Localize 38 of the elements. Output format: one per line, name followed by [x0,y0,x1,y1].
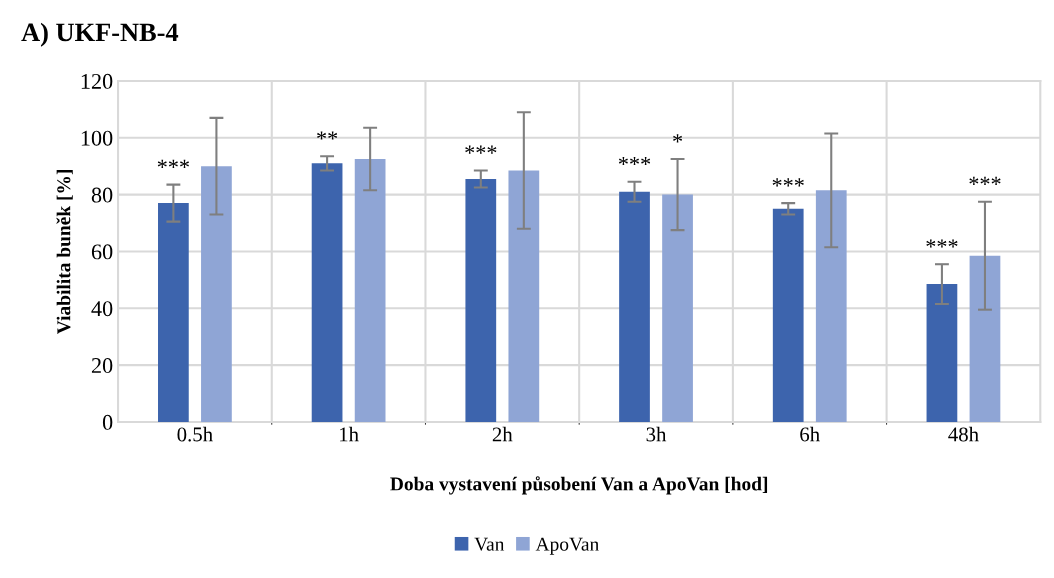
y-axis-title: Viabilita buněk [%] [56,170,73,335]
x-tick-label: 6h [800,426,820,442]
y-tick-label: 0 [102,414,113,430]
y-tick-label: 120 [81,73,113,89]
data-label: *** [926,239,958,248]
bar [969,255,1001,422]
bar [772,208,804,422]
data-label: *** [969,176,1001,186]
y-tick-label: 100 [81,130,113,146]
bar [201,166,232,422]
data-label: * [673,134,683,143]
bar [465,178,497,422]
data-label: *** [157,159,189,168]
legend-label: ApoVan [535,537,599,555]
bar [158,203,189,422]
bar [311,163,343,422]
x-tick-label: 48h [948,426,979,442]
bar [662,194,693,422]
bar [508,170,540,422]
bar [815,190,847,422]
y-tick-label: 60 [91,244,113,260]
data-label: *** [465,145,497,154]
y-tick-label: 20 [91,358,113,374]
bar [354,159,386,422]
x-tick-label: 0.5h [177,426,213,442]
x-tick-label: 1h [340,426,359,442]
bar [619,191,650,422]
x-tick-label: 3h [646,426,667,442]
chart-title: A) UKF-NB-4 [21,22,179,47]
data-label: ** [317,131,338,140]
legend-label: Van [474,537,505,551]
data-label: *** [618,156,651,166]
x-tick-label: 2h [492,426,513,442]
y-tick-label: 80 [91,187,113,203]
y-tick-label: 40 [91,301,113,317]
data-label: *** [772,178,804,187]
bar [926,284,958,422]
x-axis-title: Doba vystavení působení Van a ApoVan [hod] [390,476,768,495]
